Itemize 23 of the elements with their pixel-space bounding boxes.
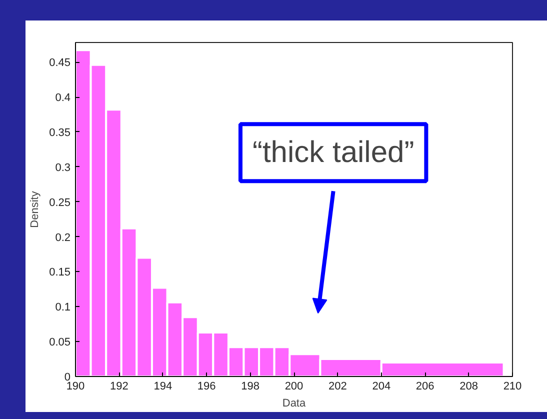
- x-tick-label: 190: [66, 380, 85, 392]
- y-tick-label: 0.15: [49, 266, 71, 279]
- x-tick-label: 196: [197, 380, 216, 392]
- x-tick-label: 204: [372, 380, 391, 392]
- x-tick-label: 192: [110, 380, 128, 392]
- x-axis-title: Data: [282, 398, 306, 410]
- y-tick-label: 0.1: [55, 302, 71, 314]
- y-tick-label: 0.45: [49, 57, 71, 70]
- x-tick-label: 194: [154, 380, 172, 392]
- x-tick-label: 208: [460, 380, 478, 392]
- x-tick-label: 198: [241, 380, 260, 392]
- y-tick-label: 0.25: [49, 196, 71, 209]
- y-tick-label: 0.05: [49, 336, 71, 349]
- x-tick-label: 200: [284, 380, 304, 392]
- x-tick-label: 206: [416, 380, 434, 392]
- y-tick-label: 0.3: [55, 162, 71, 174]
- y-tick-label: 0.2: [55, 232, 71, 244]
- y-axis-title: Density: [29, 190, 42, 228]
- x-tick-label: 202: [328, 380, 347, 392]
- y-tick-label: 0.4: [55, 92, 71, 104]
- annotation: “thick tailed”: [252, 136, 414, 170]
- x-tick-label: 210: [503, 380, 522, 392]
- y-tick-label: 0.35: [49, 126, 71, 139]
